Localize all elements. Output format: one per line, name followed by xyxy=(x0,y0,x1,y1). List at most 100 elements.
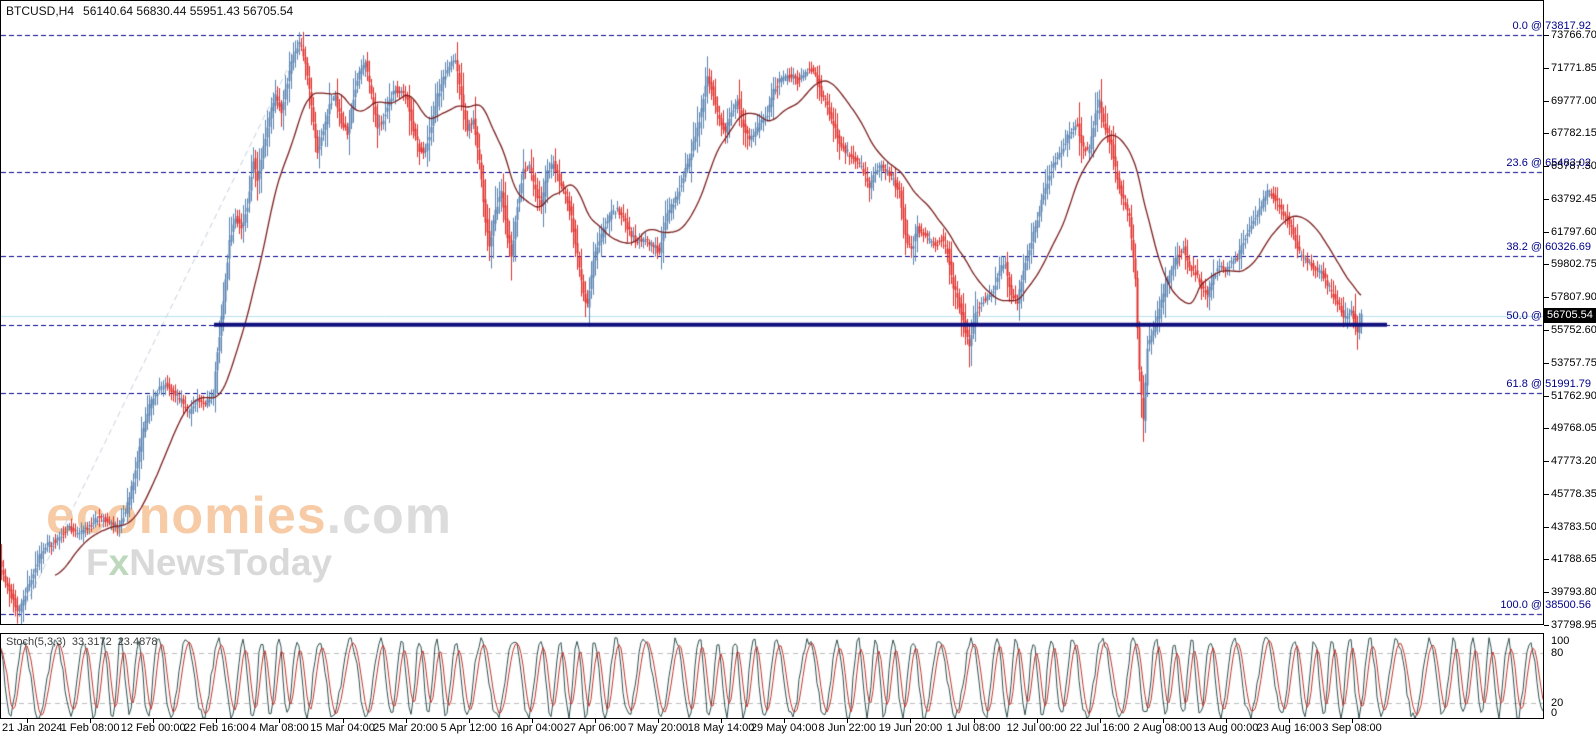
time-axis-tick xyxy=(910,719,912,723)
stochastic-scale-label: 0 xyxy=(1551,707,1558,719)
price-axis-tick xyxy=(1544,198,1549,200)
current-price-badge: 56705.54 xyxy=(1543,308,1596,323)
time-axis-tick xyxy=(847,719,849,723)
time-axis-label: 4 Mar 08:00 xyxy=(250,722,309,734)
time-axis-tick xyxy=(1036,719,1038,723)
time-axis-tick xyxy=(531,719,533,723)
time-axis-tick xyxy=(405,719,407,723)
time-axis-label: 1 Feb 08:00 xyxy=(60,722,120,734)
time-axis-tick xyxy=(784,719,786,723)
time-axis-label: 3 Sep 08:00 xyxy=(1322,722,1382,734)
time-axis-tick xyxy=(594,719,596,723)
time-axis-tick xyxy=(1289,719,1290,723)
time-axis-label: 2 Aug 08:00 xyxy=(1133,722,1193,734)
time-axis-label: 18 May 14:00 xyxy=(687,722,755,734)
price-axis-label: 63792.45 xyxy=(1551,192,1596,205)
time-axis-tick xyxy=(658,719,659,723)
stochastic-k-value: 33.3172 xyxy=(71,636,112,648)
price-axis-label: 43783.50 xyxy=(1551,520,1596,533)
fib-level-label: 38.2 @ 60326.69 xyxy=(1506,241,1591,254)
price-axis-tick xyxy=(1544,100,1549,102)
stochastic-canvas[interactable] xyxy=(1,634,1543,718)
fib-level-label: 100.0 @ 38500.56 xyxy=(1500,599,1591,612)
time-axis-tick xyxy=(153,719,155,723)
price-axis-label: 65787.30 xyxy=(1551,160,1596,173)
time-axis-tick xyxy=(216,719,218,723)
chart-title: BTCUSD,H4 56140.64 56830.44 55951.43 5670… xyxy=(6,4,293,18)
price-axis-tick xyxy=(1544,264,1549,266)
price-axis-tick xyxy=(1544,297,1549,299)
price-axis-label: 41788.65 xyxy=(1551,553,1596,566)
fib-level-label: 0.0 @ 73817.92 xyxy=(1512,20,1591,33)
time-axis-label: 8 Jun 22:00 xyxy=(818,722,877,734)
time-axis-tick xyxy=(468,719,470,723)
price-axis-label: 39793.80 xyxy=(1551,586,1596,599)
time-axis-label: 12 Feb 00:00 xyxy=(120,722,186,734)
price-axis-label: 55752.60 xyxy=(1551,324,1596,337)
price-axis-label: 71771.85 xyxy=(1551,61,1596,74)
stochastic-panel: Stoch(5,3,3) 33.3172 23.4878 xyxy=(0,633,1544,719)
price-axis-tick xyxy=(1544,166,1549,168)
time-axis-tick xyxy=(721,719,723,723)
price-axis-tick xyxy=(1544,231,1549,233)
time-axis-tick xyxy=(1162,719,1164,723)
time-axis-label: 16 Apr 04:00 xyxy=(500,722,563,734)
price-axis-label: 69777.00 xyxy=(1551,94,1596,107)
fib-level-label: 23.6 @ 65483.02 xyxy=(1506,156,1591,169)
stochastic-name: Stoch(5,3,3) xyxy=(6,636,66,648)
price-axis-label: 57807.90 xyxy=(1551,291,1596,304)
price-axis-label: 53757.75 xyxy=(1551,356,1596,369)
time-axis-label: 27 Apr 06:00 xyxy=(563,722,627,734)
price-axis-label: 37798.95 xyxy=(1551,619,1596,632)
time-axis-label: 23 Aug 16:00 xyxy=(1256,722,1322,734)
time-axis-tick xyxy=(342,719,344,723)
stochastic-scale-label: 80 xyxy=(1551,647,1564,659)
time-axis-label: 21 Jan 2024 xyxy=(2,722,63,734)
time-axis-label: 22 Feb 16:00 xyxy=(183,722,249,734)
time-axis-tick xyxy=(1352,719,1354,723)
price-axis-tick xyxy=(1544,493,1549,495)
time-axis-tick xyxy=(27,719,28,723)
time-axis-label: 5 Apr 12:00 xyxy=(440,722,497,734)
price-axis-tick xyxy=(1544,35,1549,36)
time-axis-tick xyxy=(279,719,281,723)
stochastic-scale-label: 100 xyxy=(1551,635,1570,647)
price-axis-label: 73766.70 xyxy=(1551,29,1596,41)
time-axis[interactable]: 21 Jan 2024 1 Feb 08:00 12 Feb 00:00 22 Feb… xyxy=(0,719,1596,743)
time-axis-label: 29 May 04:00 xyxy=(750,722,818,734)
price-chart-canvas[interactable] xyxy=(1,1,1543,624)
time-axis-label: 1 Jul 08:00 xyxy=(946,722,1001,734)
price-axis-tick xyxy=(1544,395,1549,397)
time-axis-tick xyxy=(90,719,92,723)
price-axis-tick xyxy=(1544,330,1549,332)
stochastic-scale-label: 20 xyxy=(1551,697,1564,709)
time-axis-tick xyxy=(1099,719,1101,723)
price-axis-label: 45778.35 xyxy=(1551,487,1596,500)
price-axis-tick xyxy=(1544,592,1549,594)
time-axis-label: 15 Mar 04:00 xyxy=(310,722,375,734)
price-axis-label: 49768.05 xyxy=(1551,422,1596,435)
time-axis-label: 25 Mar 20:00 xyxy=(373,722,439,734)
price-axis-tick xyxy=(1544,133,1549,135)
time-axis-label: 13 Aug 00:00 xyxy=(1193,722,1259,734)
fib-level-label: 61.8 @ 51991.79 xyxy=(1506,378,1591,391)
time-axis-label: 22 Jul 16:00 xyxy=(1069,722,1130,734)
symbol-period-label: BTCUSD,H4 xyxy=(6,4,75,18)
price-axis-label: 59802.75 xyxy=(1551,258,1596,271)
time-axis-label: 12 Jul 00:00 xyxy=(1006,722,1067,734)
price-axis-tick xyxy=(1544,362,1549,364)
price-axis-tick xyxy=(1544,526,1549,528)
price-axis-tick xyxy=(1544,625,1549,627)
time-axis-label: 7 May 20:00 xyxy=(627,722,689,734)
time-axis-tick xyxy=(973,719,975,723)
price-axis-label: 47773.20 xyxy=(1551,455,1596,468)
stochastic-label: Stoch(5,3,3) 33.3172 23.4878 xyxy=(6,636,163,648)
price-axis-tick xyxy=(1544,559,1549,561)
price-axis-tick xyxy=(1544,67,1549,69)
time-axis-label: 19 Jun 20:00 xyxy=(878,722,943,734)
stochastic-d-value: 23.4878 xyxy=(117,636,158,648)
time-axis-tick xyxy=(1225,719,1227,723)
main-price-panel xyxy=(0,0,1544,625)
price-axis-label: 67782.15 xyxy=(1551,127,1596,140)
